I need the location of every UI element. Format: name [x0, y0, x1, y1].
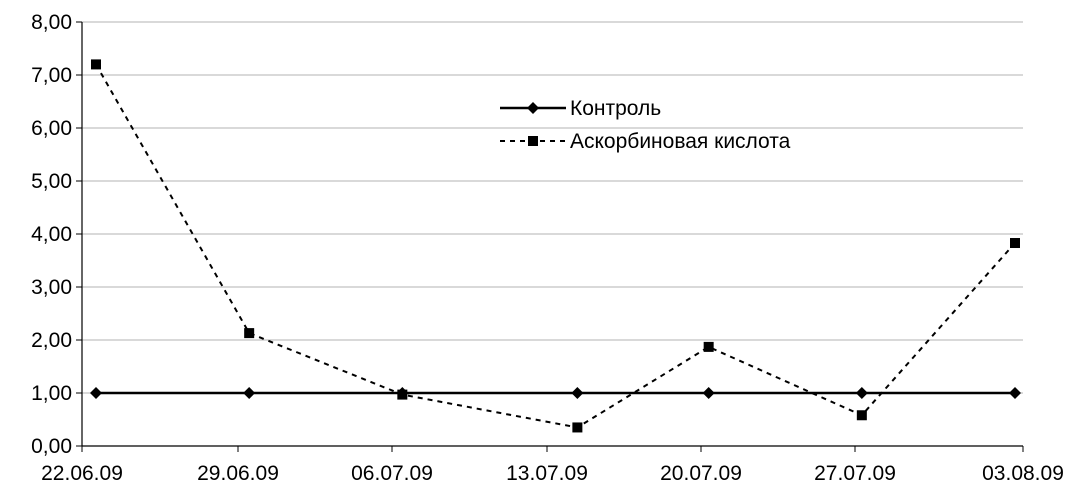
square-marker — [572, 422, 583, 433]
x-tick-label: 20.07.09 — [660, 462, 742, 485]
y-tick-label: 8,00 — [31, 11, 72, 34]
square-marker — [91, 59, 101, 70]
legend-diamond-marker — [527, 102, 539, 114]
y-tick-label: 7,00 — [31, 64, 72, 87]
x-tick-label: 06.07.09 — [351, 462, 433, 485]
y-tick-label: 5,00 — [31, 170, 72, 193]
square-marker — [244, 328, 255, 339]
series-ascorbic-acid — [91, 59, 1020, 433]
diamond-marker — [855, 387, 868, 399]
y-tick-label: 2,00 — [31, 329, 72, 352]
diamond-marker — [571, 387, 584, 399]
series-group — [90, 59, 1021, 433]
y-tick-label: 3,00 — [31, 276, 72, 299]
square-marker — [397, 389, 408, 400]
x-tick-label: 13.07.09 — [506, 462, 588, 485]
diamond-marker — [702, 387, 715, 399]
x-axis-tick-labels: 22.06.09 29.06.09 06.07.09 13.07.09 20.07.09… — [41, 462, 1064, 485]
y-tick-label: 1,00 — [31, 382, 72, 405]
legend-item: Аскорбиновая кислота — [500, 130, 791, 153]
legend-label: Контроль — [570, 97, 661, 120]
x-tick-label: 29.06.09 — [197, 462, 279, 485]
square-marker — [856, 410, 867, 421]
y-tick-label: 0,00 — [31, 435, 72, 458]
y-tick-label: 6,00 — [31, 117, 72, 140]
y-axis-tick-labels: 0,00 1,00 2,00 3,00 4,00 5,00 6,00 7,00 8,00 — [31, 11, 72, 458]
diamond-marker — [243, 387, 256, 399]
legend-item: Контроль — [500, 97, 661, 120]
x-tick-label: 03.08.09 — [982, 462, 1064, 485]
x-tick-label: 22.06.09 — [41, 462, 123, 485]
y-tick-label: 4,00 — [31, 223, 72, 246]
diamond-marker — [90, 387, 102, 399]
x-tick-label: 27.07.09 — [814, 462, 896, 485]
series-line — [95, 63, 1016, 429]
legend: Контроль Аскорбиновая кислота — [500, 97, 791, 153]
gridlines — [82, 21, 1023, 394]
square-marker — [1010, 238, 1020, 249]
legend-label: Аскорбиновая кислота — [570, 130, 791, 153]
square-marker — [703, 341, 714, 352]
legend-square-marker — [528, 136, 538, 146]
diamond-marker — [1009, 387, 1021, 399]
axes — [76, 21, 1024, 452]
